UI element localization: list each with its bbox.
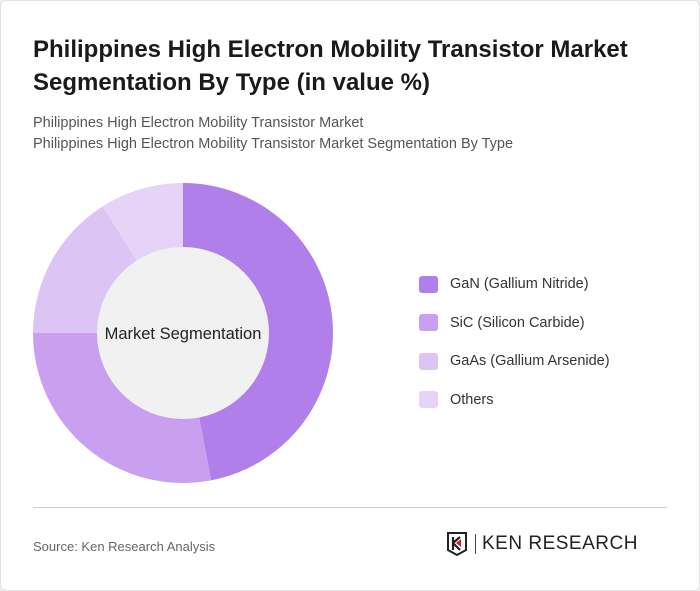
legend-swatch (419, 314, 438, 332)
chart-title: Philippines High Electron Mobility Trans… (33, 36, 628, 96)
donut-hole (97, 247, 269, 419)
legend-item: GaN (Gallium Nitride) (419, 265, 610, 304)
ken-research-logo: KEN RESEARCH (447, 532, 638, 556)
legend: GaN (Gallium Nitride) SiC (Silicon Carbid… (419, 265, 610, 419)
legend-label: GaN (Gallium Nitride) (450, 276, 589, 293)
donut-chart: Market Segmentation (33, 183, 334, 483)
divider (33, 507, 667, 508)
subtitle-segmentation: Philippines High Electron Mobility Trans… (33, 136, 514, 152)
legend-label: Others (450, 391, 494, 408)
legend-swatch (419, 391, 438, 409)
source-note: Source: Ken Research Analysis (33, 539, 216, 554)
ken-logo-icon (447, 532, 467, 556)
legend-item: SiC (Silicon Carbide) (419, 304, 610, 343)
legend-swatch (419, 352, 438, 370)
legend-item: Others (419, 381, 610, 420)
legend-item: GaAs (Gallium Arsenide) (419, 342, 610, 381)
legend-label: GaAs (Gallium Arsenide) (450, 353, 610, 370)
legend-label: SiC (Silicon Carbide) (450, 314, 585, 331)
logo-text: KEN RESEARCH (475, 534, 638, 554)
center-label: Market Segmentation (105, 325, 262, 343)
subtitle-market: Philippines High Electron Mobility Trans… (33, 115, 364, 131)
legend-swatch (419, 275, 438, 293)
